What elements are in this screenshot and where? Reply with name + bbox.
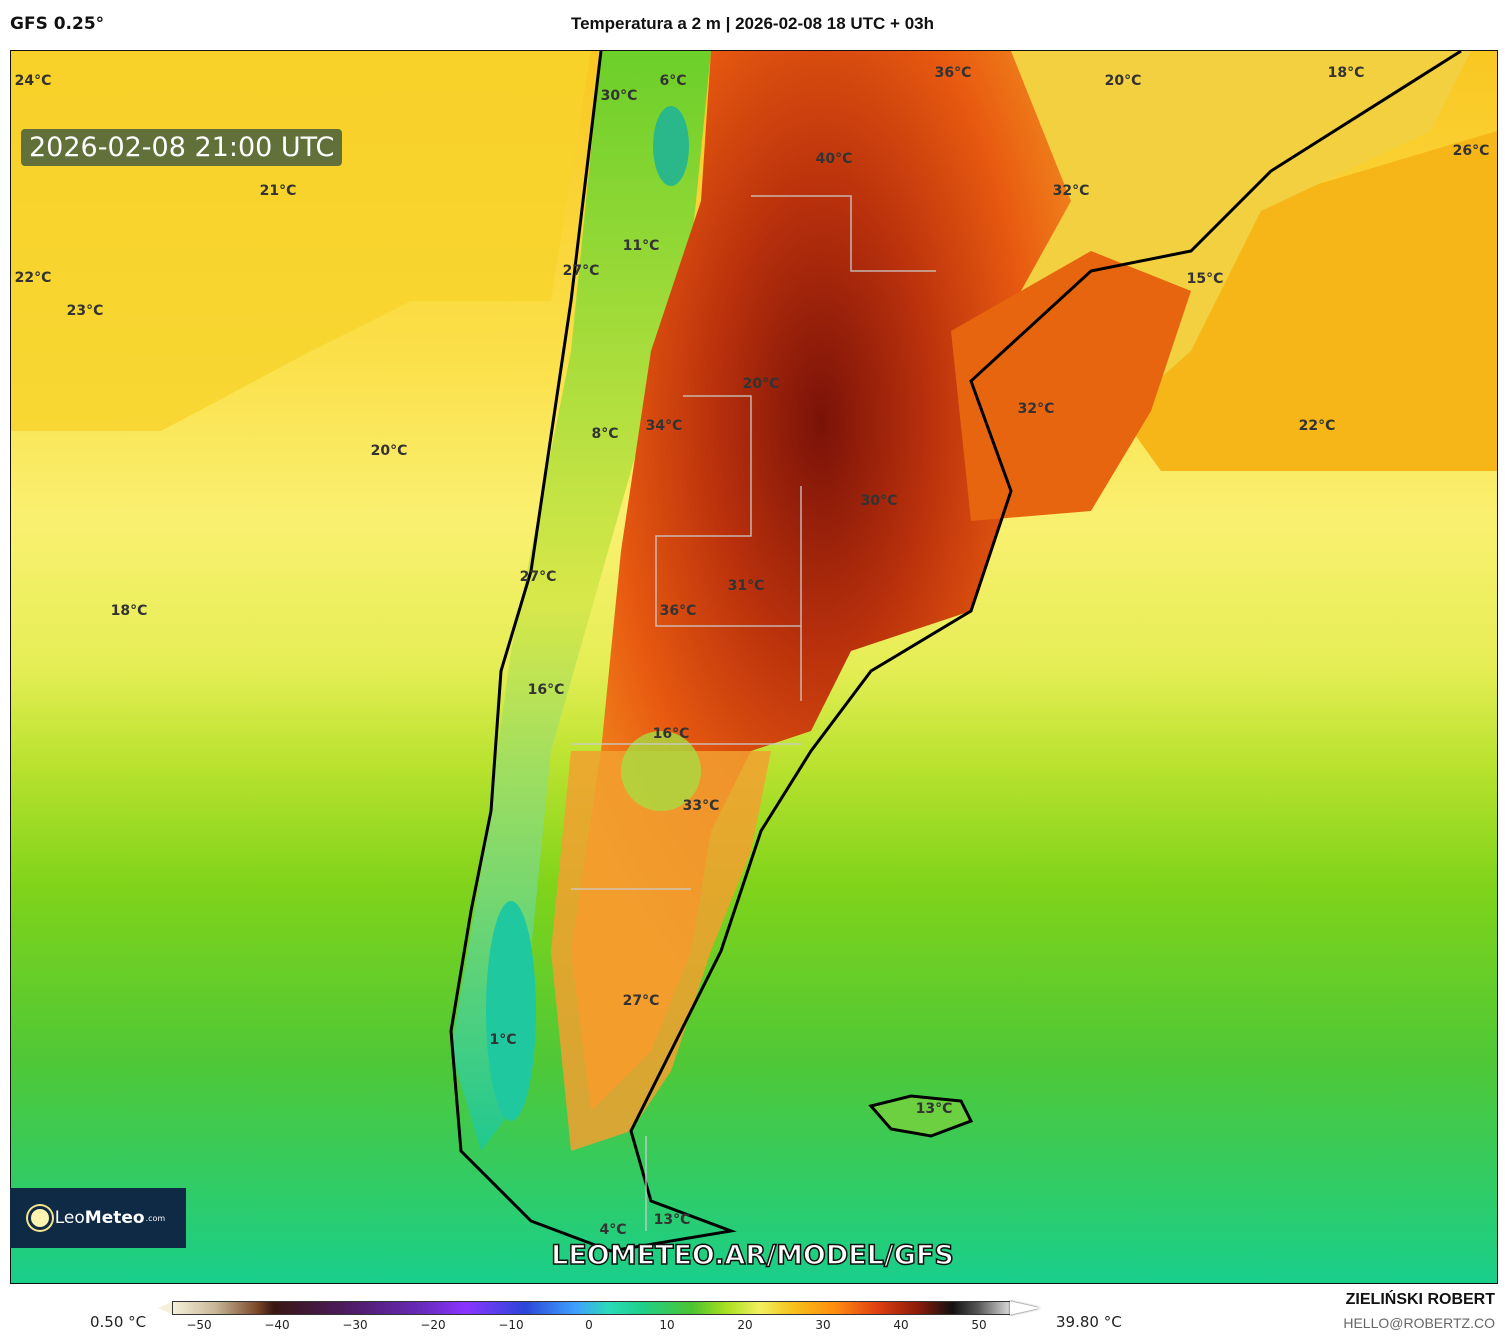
temperature-label: 15°C: [1186, 271, 1224, 287]
temperature-label: 32°C: [1017, 401, 1055, 417]
temperature-label: 31°C: [727, 578, 765, 594]
colorbar-tick: −50: [186, 1318, 212, 1332]
temperature-label: 18°C: [1327, 65, 1365, 81]
temperature-label: 13°C: [653, 1212, 691, 1228]
colorbar-tick: −10: [498, 1318, 524, 1332]
colorbar-min-label: 0.50 °C: [90, 1313, 147, 1331]
colorbar: −50 −40 −30 −20 −10 0 10 20 30 40 50: [150, 1298, 1050, 1338]
colorbar-tick: 50: [971, 1318, 987, 1332]
temperature-label: 20°C: [742, 376, 780, 392]
temperature-label: 20°C: [1104, 73, 1142, 89]
temperature-label: 16°C: [527, 682, 565, 698]
temperature-label: 22°C: [1298, 418, 1336, 434]
temperature-map: 2026-02-08 21:00 UTC 24°C 6°C 30°C 36°C 20°C…: [10, 50, 1498, 1284]
temperature-label: 36°C: [659, 603, 697, 619]
colorbar-max-label: 39.80 °C: [1056, 1313, 1122, 1331]
temperature-label: 27°C: [622, 993, 660, 1009]
logo-suffix: .com: [145, 1213, 166, 1223]
colorbar-tick: 0: [585, 1318, 593, 1332]
temperature-label: 13°C: [915, 1101, 953, 1117]
temperature-label: 32°C: [1052, 183, 1090, 199]
temperature-label: 36°C: [934, 65, 972, 81]
model-name: GFS 0.25°: [10, 14, 105, 34]
temperature-label: 1°C: [489, 1032, 517, 1048]
temperature-label: 20°C: [370, 443, 408, 459]
colorbar-tick: −30: [342, 1318, 368, 1332]
temperature-label: 18°C: [110, 603, 148, 619]
temperature-label: 30°C: [860, 493, 898, 509]
temperature-label: 40°C: [815, 151, 853, 167]
temperature-label: 4°C: [599, 1222, 627, 1238]
valid-time-badge: 2026-02-08 21:00 UTC: [21, 129, 343, 166]
author-email[interactable]: HELLO@ROBERTZ.CO: [1343, 1315, 1495, 1331]
colorbar-tick: 20: [737, 1318, 753, 1332]
logo-text-bold: Meteo: [84, 1208, 145, 1228]
leometeo-logo[interactable]: Leo Meteo .com: [10, 1188, 186, 1248]
map-fields: [11, 51, 1497, 1283]
colorbar-tick: −20: [420, 1318, 446, 1332]
temperature-label: 34°C: [645, 418, 683, 434]
logo-text-light: Leo: [54, 1208, 85, 1228]
temperature-label: 33°C: [682, 798, 720, 814]
temperature-label: 24°C: [14, 73, 52, 89]
temperature-label: 27°C: [562, 263, 600, 279]
author-name: ZIELIŃSKI ROBERT: [1345, 1291, 1495, 1308]
temperature-label: 21°C: [259, 183, 297, 199]
chart-title: Temperatura a 2 m | 2026-02-08 18 UTC + …: [570, 14, 935, 33]
colorbar-tick: 30: [815, 1318, 831, 1332]
temperature-label: 30°C: [600, 88, 638, 104]
colorbar-tick: 40: [893, 1318, 909, 1332]
temperature-label: 16°C: [652, 726, 690, 742]
colorbar-min-arrow: [158, 1301, 174, 1315]
temperature-label: 8°C: [591, 426, 619, 442]
colorbar-max-arrow: [1010, 1301, 1040, 1315]
watermark-url: LEOMETEO.AR/MODEL/GFS: [550, 1239, 954, 1272]
temperature-label: 27°C: [519, 569, 557, 585]
colorbar-tick: −40: [264, 1318, 290, 1332]
temperature-label: 22°C: [14, 270, 52, 286]
temperature-label: 11°C: [622, 238, 660, 254]
colorbar-gradient: [172, 1301, 1012, 1315]
temperature-label: 26°C: [1452, 143, 1490, 159]
temperature-label: 6°C: [659, 73, 687, 89]
colorbar-tick: 10: [659, 1318, 675, 1332]
sun-icon: [30, 1209, 49, 1227]
temperature-label: 23°C: [66, 303, 104, 319]
